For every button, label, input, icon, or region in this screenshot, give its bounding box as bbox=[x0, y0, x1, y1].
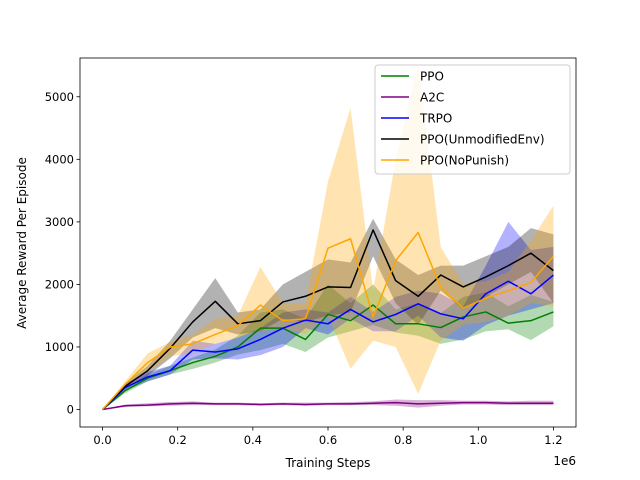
y-tick-label: 5000 bbox=[45, 90, 74, 104]
x-tick-label: 0.0 bbox=[93, 433, 111, 447]
legend-label-ppo-unmodifiedenv: PPO(UnmodifiedEnv) bbox=[420, 133, 545, 147]
x-tick-label: 0.4 bbox=[244, 433, 262, 447]
series-lines bbox=[101, 229, 555, 411]
series-line-ppo-nopunish bbox=[101, 231, 555, 410]
band-ppo-nopunish bbox=[102, 64, 554, 410]
legend-label-a2c: A2C bbox=[420, 91, 444, 105]
y-tick-label: 2000 bbox=[45, 277, 74, 291]
legend-box bbox=[374, 64, 571, 175]
x-tick-label: 0.8 bbox=[394, 433, 412, 447]
y-tick-label: 0 bbox=[67, 402, 74, 416]
series-line-ppo-unmodifiedenv bbox=[102, 229, 554, 411]
x-axis-ticks: 0.0 0.2 0.4 0.6 0.8 1.0 1.2 bbox=[93, 427, 563, 447]
x-axis-label: Training Steps bbox=[285, 456, 371, 470]
band-trpo bbox=[102, 221, 554, 410]
x-tick-label: 0.6 bbox=[319, 433, 337, 447]
legend-label-ppo: PPO bbox=[420, 70, 444, 84]
legend: PPO A2C TRPO PPO(UnmodifiedEnv) PPO(NoPunish… bbox=[374, 64, 571, 175]
legend-label-trpo: TRPO bbox=[419, 112, 452, 126]
y-tick-label: 3000 bbox=[45, 215, 74, 229]
legend-label-ppo-nopunish: PPO(NoPunish) bbox=[420, 154, 509, 168]
x-tick-label: 1.0 bbox=[469, 433, 487, 447]
y-axis-label: Average Reward Per Episode bbox=[15, 157, 29, 329]
y-axis-ticks: 0 1000 2000 3000 4000 5000 bbox=[45, 90, 80, 416]
series-line-ppo bbox=[102, 304, 554, 411]
x-axis-offset-label: 1e6 bbox=[553, 454, 576, 468]
y-tick-label: 1000 bbox=[45, 340, 74, 354]
x-tick-label: 1.2 bbox=[544, 433, 562, 447]
series-line-a2c bbox=[102, 401, 554, 411]
x-tick-label: 0.2 bbox=[169, 433, 187, 447]
band-ppo bbox=[102, 284, 554, 410]
y-tick-label: 4000 bbox=[45, 152, 74, 166]
